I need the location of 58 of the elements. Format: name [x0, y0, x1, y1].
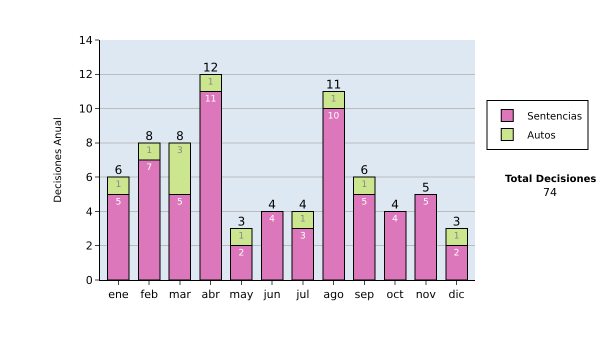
x-tick-label: abr: [202, 288, 220, 302]
y-axis-title: Decisiones Anual: [52, 117, 64, 203]
data-label: 2: [238, 248, 244, 259]
y-tick-label: 8: [86, 136, 93, 150]
data-label: 11: [204, 94, 216, 104]
total-label: 3: [238, 214, 246, 229]
data-label: 10: [328, 112, 340, 122]
y-tick-label: 14: [78, 34, 93, 47]
total-label: 4: [299, 197, 307, 212]
x-tick-label: ago: [323, 288, 344, 302]
data-label: 3: [177, 146, 183, 156]
data-label: 1: [330, 94, 336, 104]
data-label: 4: [392, 214, 398, 224]
data-label: 1: [146, 146, 152, 156]
data-label: 5: [177, 197, 183, 208]
y-tick-label: 0: [86, 274, 93, 287]
x-tick-label: oct: [386, 288, 404, 302]
x-tick-label: feb: [140, 288, 158, 302]
data-label: 1: [208, 77, 214, 88]
text: Total Decisiones: [505, 174, 596, 185]
text: 74: [543, 186, 557, 199]
x-tick-label: nov: [416, 288, 436, 302]
x-tick-label: ene: [108, 288, 129, 302]
x-tick-label: may: [229, 288, 254, 302]
data-label: 1: [116, 180, 122, 190]
total-label: 3: [452, 214, 460, 229]
data-label: 1: [300, 214, 306, 224]
y-tick-label: 12: [78, 68, 93, 82]
total-label: 4: [268, 197, 276, 212]
x-tick-label: mar: [168, 288, 192, 302]
y-tick-label: 6: [86, 170, 93, 184]
y-tick-label: 4: [86, 205, 93, 218]
x-tick-label: dic: [448, 288, 465, 302]
total-label: 12: [203, 60, 218, 74]
total-label: 11: [326, 77, 342, 92]
total-label: 8: [176, 128, 184, 143]
total-label: 6: [360, 163, 368, 178]
data-label: 7: [146, 163, 152, 173]
legend-label: Sentencias: [527, 111, 582, 122]
total-label: 4: [391, 197, 399, 212]
x-tick-label: jul: [295, 288, 310, 302]
data-label: 3: [300, 232, 306, 242]
data-label: 2: [454, 248, 460, 259]
x-tick-label: sep: [354, 288, 374, 302]
total-label: 8: [145, 128, 153, 143]
legend-label: Autos: [527, 130, 556, 142]
y-tick-label: 10: [78, 102, 93, 116]
total-label: 5: [422, 180, 430, 194]
data-label: 5: [422, 197, 429, 208]
data-label: 1: [454, 232, 460, 242]
total-label: 6: [114, 163, 122, 178]
data-label: 5: [116, 197, 122, 208]
data-label: 1: [238, 232, 244, 242]
data-label: 4: [269, 214, 276, 224]
x-tick-label: jun: [262, 288, 281, 302]
y-tick-label: 2: [86, 240, 93, 253]
data-label: 1: [361, 180, 368, 190]
data-label: 5: [361, 197, 368, 208]
